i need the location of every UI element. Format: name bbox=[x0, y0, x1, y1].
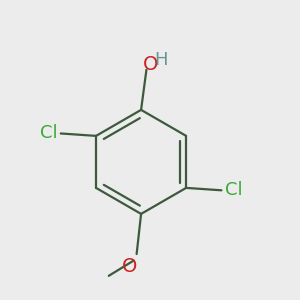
Text: H: H bbox=[154, 51, 167, 69]
Text: Cl: Cl bbox=[225, 181, 243, 199]
Text: O: O bbox=[122, 257, 137, 276]
Text: O: O bbox=[142, 55, 158, 74]
Text: Cl: Cl bbox=[40, 124, 57, 142]
